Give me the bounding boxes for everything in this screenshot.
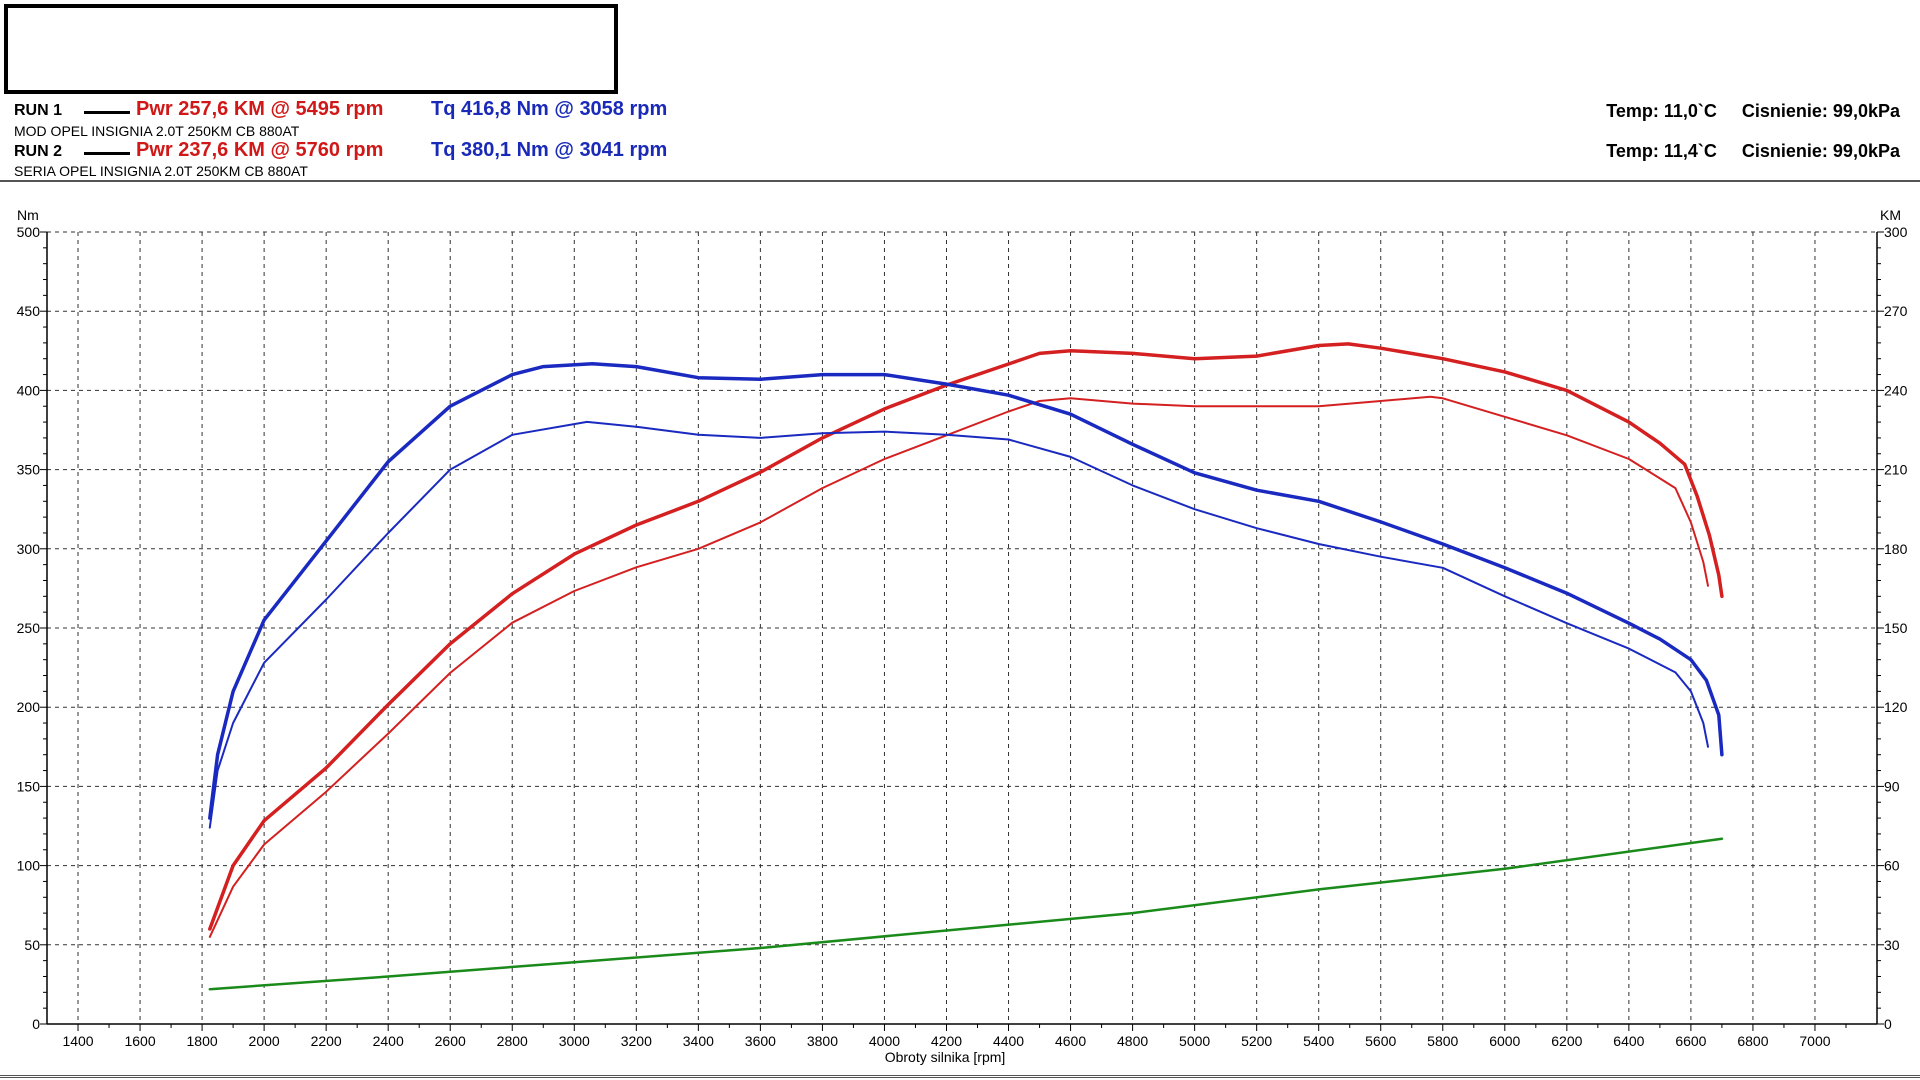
y-tick-label-left: 100 — [17, 858, 41, 874]
run-1-temp: Temp: 11,0`C — [1606, 101, 1717, 121]
x-tick-label: 6200 — [1551, 1033, 1582, 1049]
series-run-1-loss — [208, 837, 1724, 991]
x-tick-label: 4600 — [1055, 1033, 1086, 1049]
run-1-swatch — [84, 111, 130, 114]
run-2-swatch — [84, 152, 130, 155]
y-tick-label-left: 200 — [17, 699, 41, 715]
x-tick-label: 5200 — [1241, 1033, 1272, 1049]
run-2-label: RUN 2 — [14, 143, 63, 160]
run-2-power: Pwr 237,6 KM @ 5760 rpm — [136, 139, 384, 161]
series-run-2-torque — [208, 420, 1709, 829]
y-tick-label-left: 400 — [17, 382, 41, 398]
run-2-temp: Temp: 11,4`C — [1606, 141, 1717, 161]
y-tick-label-left: 150 — [17, 778, 41, 794]
y-axis-label-right: KM — [1880, 207, 1901, 223]
x-tick-label: 5600 — [1365, 1033, 1396, 1049]
y-tick-label-right: 30 — [1884, 937, 1900, 953]
y-tick-label-right: 90 — [1884, 778, 1900, 794]
x-tick-label: 5000 — [1179, 1033, 1210, 1049]
y-tick-label-right: 180 — [1884, 541, 1908, 557]
x-tick-label: 4200 — [931, 1033, 962, 1049]
x-tick-label: 1400 — [62, 1033, 93, 1049]
x-tick-label: 3600 — [745, 1033, 776, 1049]
x-tick-label: 6800 — [1737, 1033, 1768, 1049]
x-axis-label: Obroty silnika [rpm] — [885, 1049, 1006, 1065]
y-axis-label-left: Nm — [17, 207, 39, 223]
x-tick-label: 4800 — [1117, 1033, 1148, 1049]
y-tick-label-right: 0 — [1884, 1016, 1892, 1032]
chart-frame: 0 50 100 150 200 250 300 350 400 450 500 0 30 60 90 120… — [0, 180, 1920, 1078]
x-tick-label: 1600 — [124, 1033, 155, 1049]
y-tick-label-left: 0 — [32, 1016, 40, 1032]
x-tick-label: 5400 — [1303, 1033, 1334, 1049]
x-tick-label: 3800 — [807, 1033, 838, 1049]
run-1-conditions: Temp: 11,0`C Cisnienie: 99,0kPa — [1586, 101, 1900, 122]
y-tick-label-right: 210 — [1884, 462, 1908, 478]
logo-box — [4, 4, 618, 94]
x-tick-label: 2600 — [435, 1033, 466, 1049]
run-1-power: Pwr 257,6 KM @ 5495 rpm — [136, 98, 384, 120]
x-tick-label: 4000 — [869, 1033, 900, 1049]
y-tick-label-left: 250 — [17, 620, 41, 636]
x-tick-label: 5800 — [1427, 1033, 1458, 1049]
x-tick-label: 3000 — [559, 1033, 590, 1049]
y-tick-label-left: 50 — [24, 937, 40, 953]
run-1-label: RUN 1 — [14, 102, 63, 119]
dyno-chart: 0501001502002503003504004505000306090120… — [17, 207, 1908, 1065]
x-tick-label: 2000 — [249, 1033, 280, 1049]
x-tick-label: 2400 — [373, 1033, 404, 1049]
y-tick-label-right: 300 — [1884, 224, 1908, 240]
x-tick-label: 4400 — [993, 1033, 1024, 1049]
y-tick-label-right: 150 — [1884, 620, 1908, 636]
y-tick-label-left: 350 — [17, 462, 41, 478]
y-tick-label-left: 300 — [17, 541, 41, 557]
x-tick-label: 3400 — [683, 1033, 714, 1049]
y-tick-label-right: 240 — [1884, 382, 1908, 398]
run-2-pressure: Cisnienie: 99,0kPa — [1741, 141, 1900, 161]
x-tick-label: 2200 — [311, 1033, 342, 1049]
y-tick-label-left: 450 — [17, 303, 41, 319]
run-1-description: MOD OPEL INSIGNIA 2.0T 250KM CB 880AT — [14, 123, 300, 139]
run-2-conditions: Temp: 11,4`C Cisnienie: 99,0kPa — [1586, 141, 1900, 162]
series-run-2-power — [208, 395, 1709, 938]
y-tick-label-right: 60 — [1884, 858, 1900, 874]
x-tick-label: 3200 — [621, 1033, 652, 1049]
x-tick-label: 1800 — [187, 1033, 218, 1049]
run-2-torque: Tq 380,1 Nm @ 3041 rpm — [431, 139, 668, 161]
run-2-description: SERIA OPEL INSIGNIA 2.0T 250KM CB 880AT — [14, 163, 308, 179]
x-tick-label: 2800 — [497, 1033, 528, 1049]
run-1-pressure: Cisnienie: 99,0kPa — [1741, 101, 1900, 121]
run-1-torque: Tq 416,8 Nm @ 3058 rpm — [431, 98, 668, 120]
x-tick-label: 6400 — [1613, 1033, 1644, 1049]
x-tick-label: 7000 — [1799, 1033, 1830, 1049]
series-run-1-torque — [208, 362, 1724, 820]
series-run-1-power — [208, 342, 1724, 931]
x-tick-label: 6000 — [1489, 1033, 1520, 1049]
y-tick-label-left: 500 — [17, 224, 41, 240]
y-tick-label-right: 270 — [1884, 303, 1908, 319]
y-tick-label-right: 120 — [1884, 699, 1908, 715]
x-tick-label: 6600 — [1675, 1033, 1706, 1049]
